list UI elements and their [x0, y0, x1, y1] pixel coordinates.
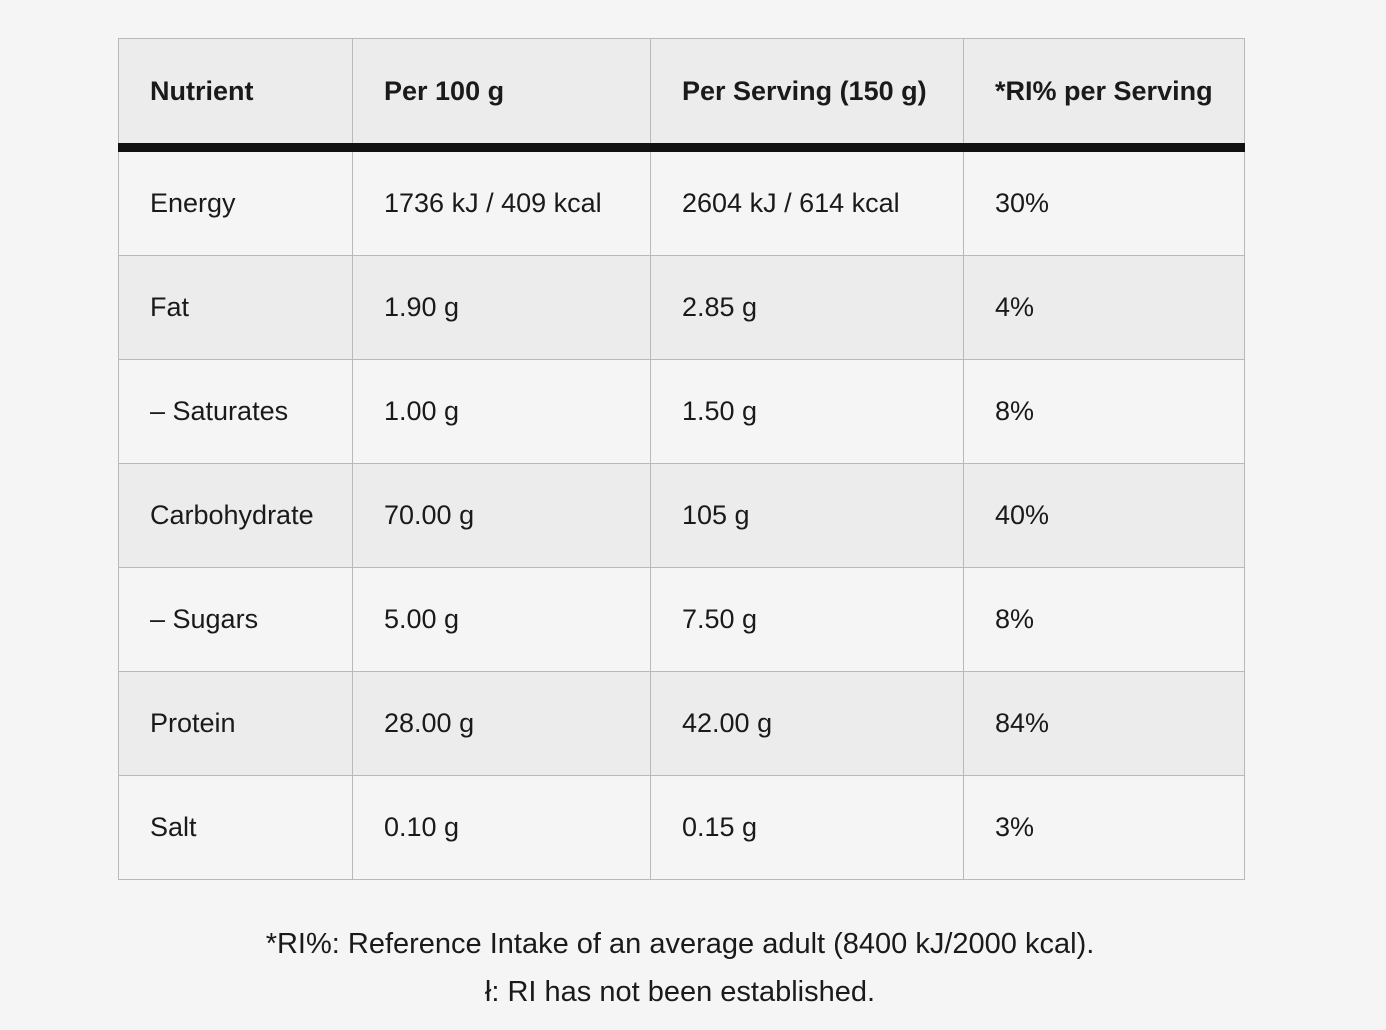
- cell-per-100g: 1736 kJ / 409 kcal: [352, 147, 651, 256]
- cell-nutrient: Salt: [118, 775, 353, 880]
- header-ri-percent: *RI% per Serving: [963, 38, 1245, 152]
- table-header: Nutrient Per 100 g Per Serving (150 g) *…: [118, 38, 1245, 152]
- table-row: Protein 28.00 g 42.00 g 84%: [118, 671, 1245, 776]
- table-row: Salt 0.10 g 0.15 g 3%: [118, 775, 1245, 880]
- table-row: – Saturates 1.00 g 1.50 g 8%: [118, 359, 1245, 464]
- cell-per-100g: 5.00 g: [352, 567, 651, 672]
- header-per-100g: Per 100 g: [352, 38, 651, 152]
- cell-nutrient: – Sugars: [118, 567, 353, 672]
- nutrition-table: Nutrient Per 100 g Per Serving (150 g) *…: [118, 38, 1245, 880]
- cell-per-serving: 7.50 g: [650, 567, 964, 672]
- cell-per-100g: 0.10 g: [352, 775, 651, 880]
- cell-ri-percent: 30%: [963, 147, 1245, 256]
- footnote-ri-definition: *RI%: Reference Intake of an average adu…: [265, 928, 1095, 960]
- footnote-ri-not-established: ł: RI has not been established.: [484, 976, 876, 1008]
- cell-ri-percent: 84%: [963, 671, 1245, 776]
- cell-per-serving: 2.85 g: [650, 255, 964, 360]
- cell-ri-percent: 40%: [963, 463, 1245, 568]
- cell-nutrient: – Saturates: [118, 359, 353, 464]
- cell-per-100g: 1.00 g: [352, 359, 651, 464]
- cell-per-serving: 0.15 g: [650, 775, 964, 880]
- footnotes: *RI%: Reference Intake of an average adu…: [0, 920, 1360, 1016]
- cell-per-serving: 2604 kJ / 614 kcal: [650, 147, 964, 256]
- cell-nutrient: Fat: [118, 255, 353, 360]
- header-row: Nutrient Per 100 g Per Serving (150 g) *…: [118, 38, 1245, 152]
- cell-nutrient: Energy: [118, 147, 353, 256]
- cell-per-100g: 1.90 g: [352, 255, 651, 360]
- cell-nutrient: Protein: [118, 671, 353, 776]
- cell-per-serving: 105 g: [650, 463, 964, 568]
- cell-per-100g: 28.00 g: [352, 671, 651, 776]
- table-row: Energy 1736 kJ / 409 kcal 2604 kJ / 614 …: [118, 147, 1245, 256]
- header-nutrient: Nutrient: [118, 38, 353, 152]
- table-body: Energy 1736 kJ / 409 kcal 2604 kJ / 614 …: [118, 147, 1245, 880]
- cell-per-serving: 42.00 g: [650, 671, 964, 776]
- cell-per-100g: 70.00 g: [352, 463, 651, 568]
- table-row: Fat 1.90 g 2.85 g 4%: [118, 255, 1245, 360]
- table-row: – Sugars 5.00 g 7.50 g 8%: [118, 567, 1245, 672]
- cell-ri-percent: 8%: [963, 567, 1245, 672]
- cell-nutrient: Carbohydrate: [118, 463, 353, 568]
- header-per-serving: Per Serving (150 g): [650, 38, 964, 152]
- cell-ri-percent: 3%: [963, 775, 1245, 880]
- cell-per-serving: 1.50 g: [650, 359, 964, 464]
- table-row: Carbohydrate 70.00 g 105 g 40%: [118, 463, 1245, 568]
- cell-ri-percent: 4%: [963, 255, 1245, 360]
- cell-ri-percent: 8%: [963, 359, 1245, 464]
